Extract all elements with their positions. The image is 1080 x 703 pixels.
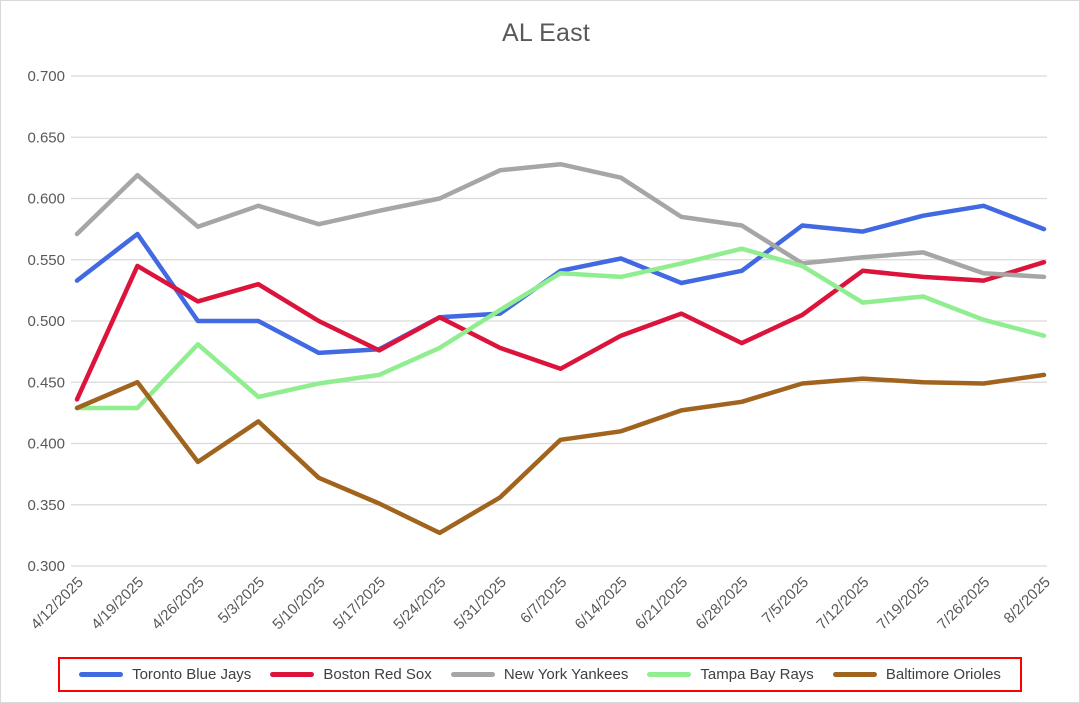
series-line-tampa-bay-rays[interactable] [74, 246, 1047, 411]
y-axis-label: 0.400 [27, 436, 65, 453]
chart-legend: Toronto Blue Jays Boston Red Sox New York … [58, 657, 1022, 692]
y-axis-label: 0.350 [27, 497, 65, 514]
legend-label: Toronto Blue Jays [132, 666, 252, 683]
x-axis-label: 8/2/2025 [1001, 574, 1054, 627]
x-axis-label: 7/26/2025 [934, 574, 993, 633]
x-axis-label: 4/19/2025 [88, 574, 147, 633]
y-axis-label: 0.500 [27, 313, 65, 330]
x-axis-label: 7/5/2025 [759, 574, 812, 627]
legend-swatch-new-york-yankees [450, 672, 495, 677]
legend-label: Baltimore Orioles [885, 666, 1001, 683]
y-axis-label: 0.700 [27, 68, 65, 85]
legend-item-baltimore-orioles[interactable]: Baltimore Orioles [832, 666, 1001, 683]
x-axis-label: 7/19/2025 [874, 574, 933, 633]
x-axis-label: 5/17/2025 [330, 574, 389, 633]
legend-item-tampa-bay-rays[interactable]: Tampa Bay Rays [647, 666, 814, 683]
x-axis-label: 6/7/2025 [517, 574, 570, 627]
series-line-baltimore-orioles[interactable] [74, 372, 1047, 536]
x-axis-label: 5/3/2025 [215, 574, 268, 627]
series-line-toronto-blue-jays[interactable] [74, 203, 1047, 356]
x-axis-label: 6/21/2025 [632, 574, 691, 633]
series-line-boston-red-sox[interactable] [74, 259, 1047, 402]
x-axis-label: 6/14/2025 [572, 574, 631, 633]
x-axis-label: 6/28/2025 [692, 574, 751, 633]
x-axis-label: 4/26/2025 [148, 574, 207, 633]
y-axis-label: 0.650 [27, 129, 65, 146]
y-axis-label: 0.550 [27, 252, 65, 269]
legend-label: Boston Red Sox [323, 666, 432, 683]
legend-item-toronto-blue-jays[interactable]: Toronto Blue Jays [79, 666, 251, 683]
legend-label: New York Yankees [503, 666, 629, 683]
x-axis-label: 5/31/2025 [451, 574, 510, 633]
series-line-new-york-yankees[interactable] [74, 161, 1047, 280]
legend-swatch-baltimore-orioles [832, 672, 877, 677]
y-axis-label: 0.450 [27, 374, 65, 391]
y-axis-label: 0.600 [27, 191, 65, 208]
legend-item-boston-red-sox[interactable]: Boston Red Sox [270, 666, 432, 683]
x-axis-label: 7/12/2025 [813, 574, 872, 633]
x-axis-label: 5/10/2025 [269, 574, 328, 633]
legend-swatch-toronto-blue-jays [79, 672, 124, 677]
x-axis-label: 4/12/2025 [28, 574, 87, 633]
y-axis-label: 0.300 [27, 558, 65, 575]
legend-swatch-boston-red-sox [270, 672, 315, 677]
x-axis-label: 5/24/2025 [390, 574, 449, 633]
legend-label: Tampa Bay Rays [700, 666, 814, 683]
chart-title: AL East [501, 19, 591, 47]
legend-item-new-york-yankees[interactable]: New York Yankees [450, 666, 629, 683]
legend-swatch-tampa-bay-rays [647, 672, 692, 677]
